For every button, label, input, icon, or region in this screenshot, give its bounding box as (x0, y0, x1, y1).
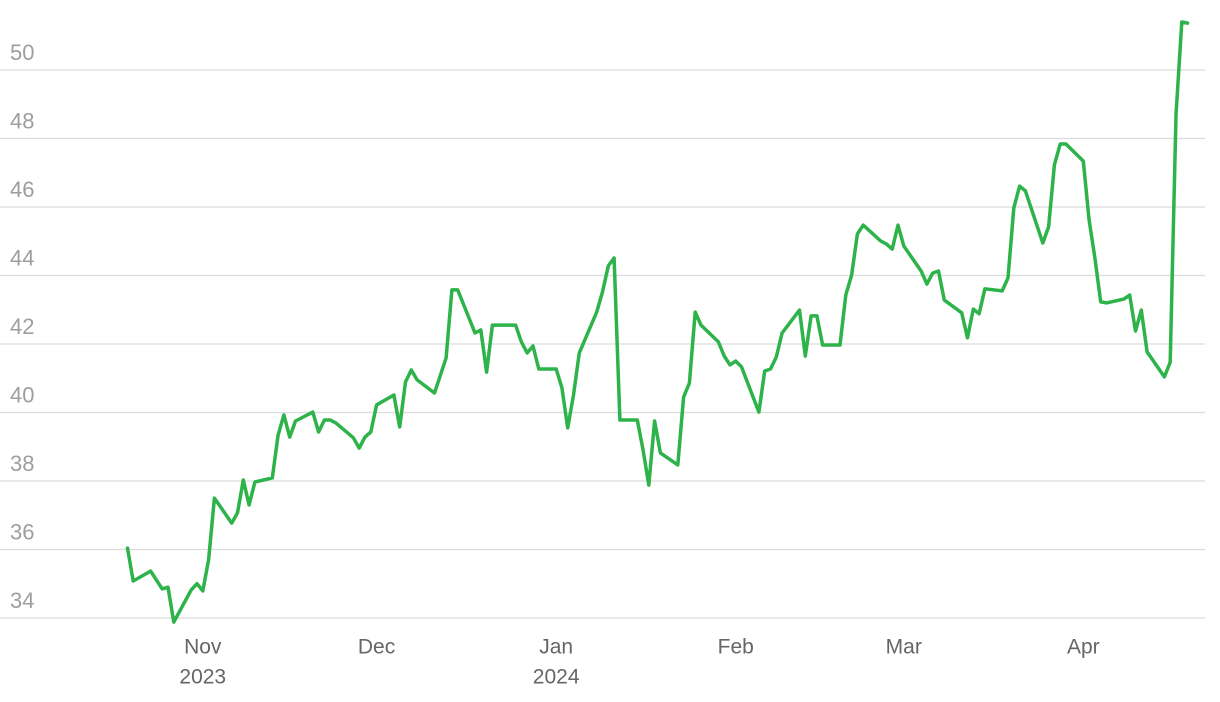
x-tick-label: Dec (358, 636, 395, 659)
y-tick-label: 46 (10, 177, 34, 202)
price-line (125, 20, 1190, 624)
y-tick-label: 50 (10, 40, 34, 65)
x-tick-label: Feb (718, 636, 754, 659)
y-tick-label: 40 (10, 382, 34, 407)
x-tick-year: 2023 (179, 666, 226, 689)
y-tick-label: 44 (10, 245, 34, 270)
y-tick-label: 34 (10, 588, 34, 613)
y-tick-label: 36 (10, 519, 34, 544)
y-tick-label: 38 (10, 451, 34, 476)
x-tick-label: Mar (886, 636, 922, 659)
x-tick-label: Apr (1067, 636, 1100, 659)
x-tick-year: 2024 (533, 666, 580, 689)
x-tick-label: Nov (184, 636, 222, 659)
y-tick-label: 42 (10, 314, 34, 339)
y-tick-label: 48 (10, 108, 34, 133)
x-tick-label: Jan (539, 636, 573, 659)
